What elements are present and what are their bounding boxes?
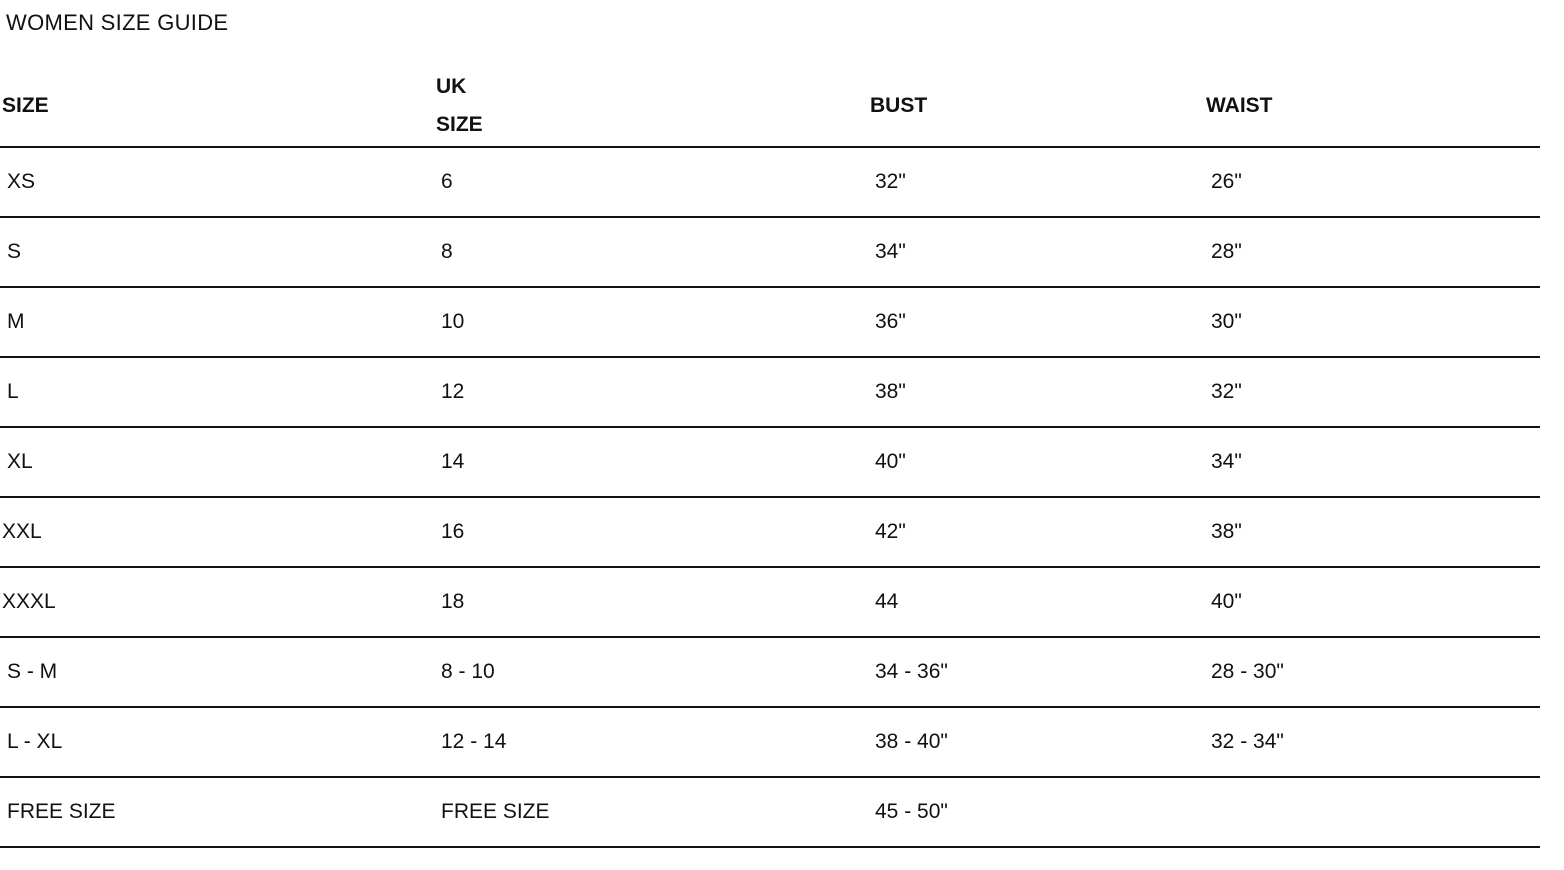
waist-cell xyxy=(1204,777,1540,848)
size-cell: XXL xyxy=(0,497,434,568)
bust-cell: 44 xyxy=(868,567,1204,638)
table-header-row: SIZE UK SIZE BUST WAIST xyxy=(0,66,1540,148)
table-row: XL 14 40" 34" xyxy=(0,427,1540,498)
header-uk-size-label: UK SIZE xyxy=(436,75,483,136)
waist-cell: 32 - 34" xyxy=(1204,707,1540,778)
header-waist: WAIST xyxy=(1204,66,1540,148)
bust-cell: 32" xyxy=(868,147,1204,218)
uk-size-cell: 8 xyxy=(434,217,868,288)
bust-cell: 38" xyxy=(868,357,1204,428)
bust-cell: 38 - 40" xyxy=(868,707,1204,778)
table-row: M 10 36" 30" xyxy=(0,287,1540,358)
bust-cell: 45 - 50" xyxy=(868,777,1204,848)
size-cell: L - XL xyxy=(0,707,434,778)
table-row: XXL 16 42" 38" xyxy=(0,497,1540,568)
size-guide-table: SIZE UK SIZE BUST WAIST XS 6 32" 26" S 8 34" 28… xyxy=(0,66,1540,848)
header-size: SIZE xyxy=(0,66,434,148)
table-row: XXXL 18 44 40" xyxy=(0,567,1540,638)
waist-cell: 30" xyxy=(1204,287,1540,358)
table-row: L 12 38" 32" xyxy=(0,357,1540,428)
uk-size-cell: 6 xyxy=(434,147,868,218)
uk-size-cell: 12 xyxy=(434,357,868,428)
waist-cell: 34" xyxy=(1204,427,1540,498)
bust-cell: 42" xyxy=(868,497,1204,568)
size-cell: S - M xyxy=(0,637,434,708)
waist-cell: 38" xyxy=(1204,497,1540,568)
bust-cell: 34" xyxy=(868,217,1204,288)
waist-cell: 28 - 30" xyxy=(1204,637,1540,708)
uk-size-cell: 16 xyxy=(434,497,868,568)
size-cell: XXXL xyxy=(0,567,434,638)
uk-size-cell: FREE SIZE xyxy=(434,777,868,848)
table-row: S 8 34" 28" xyxy=(0,217,1540,288)
uk-size-cell: 8 - 10 xyxy=(434,637,868,708)
size-cell: L xyxy=(0,357,434,428)
page-title: WOMEN SIZE GUIDE xyxy=(6,10,229,35)
uk-size-cell: 12 - 14 xyxy=(434,707,868,778)
waist-cell: 28" xyxy=(1204,217,1540,288)
bust-cell: 34 - 36" xyxy=(868,637,1204,708)
table-row: L - XL 12 - 14 38 - 40" 32 - 34" xyxy=(0,707,1540,778)
table-row: FREE SIZE FREE SIZE 45 - 50" xyxy=(0,777,1540,848)
waist-cell: 32" xyxy=(1204,357,1540,428)
header-bust: BUST xyxy=(868,66,1204,148)
size-cell: XS xyxy=(0,147,434,218)
header-uk-size: UK SIZE xyxy=(434,66,868,148)
table-row: XS 6 32" 26" xyxy=(0,147,1540,218)
size-cell: XL xyxy=(0,427,434,498)
uk-size-cell: 10 xyxy=(434,287,868,358)
size-cell: FREE SIZE xyxy=(0,777,434,848)
size-cell: M xyxy=(0,287,434,358)
waist-cell: 26" xyxy=(1204,147,1540,218)
uk-size-cell: 18 xyxy=(434,567,868,638)
waist-cell: 40" xyxy=(1204,567,1540,638)
size-cell: S xyxy=(0,217,434,288)
bust-cell: 40" xyxy=(868,427,1204,498)
uk-size-cell: 14 xyxy=(434,427,868,498)
bust-cell: 36" xyxy=(868,287,1204,358)
